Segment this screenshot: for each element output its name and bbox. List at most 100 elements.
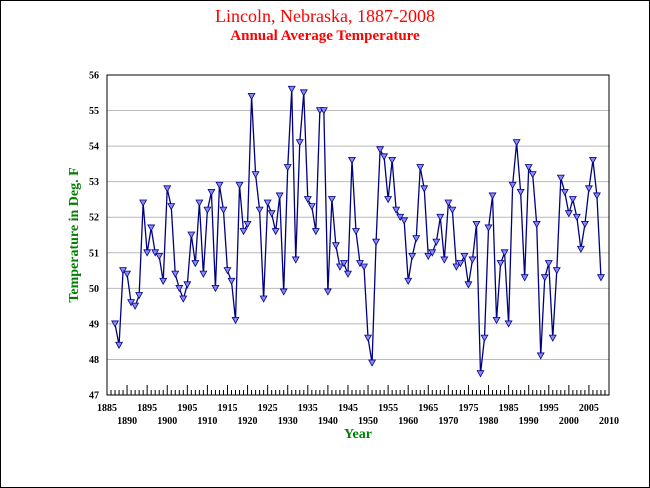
x-tick-label: 1970 — [438, 416, 458, 427]
data-point-marker — [235, 181, 244, 190]
data-point-marker — [508, 181, 517, 190]
data-point-marker — [580, 220, 589, 229]
x-tick-label: 2005 — [579, 403, 599, 414]
data-point-marker — [524, 164, 533, 172]
data-point-marker — [384, 196, 393, 204]
data-point-marker — [432, 238, 441, 246]
y-tick-label: 48 — [89, 355, 99, 366]
data-point-marker — [119, 267, 128, 275]
data-point-marker — [528, 171, 537, 179]
data-point-marker — [548, 334, 557, 342]
x-tick-label: 1960 — [398, 416, 418, 427]
data-point-marker — [348, 156, 356, 165]
data-point-marker — [392, 206, 401, 214]
x-axis-ticks: 1885 1895 1905 1915 1925 1935 1945 1955 1965 1975… — [97, 385, 619, 427]
data-point-marker — [536, 352, 545, 360]
data-point-marker — [404, 277, 413, 286]
data-point-marker — [380, 153, 389, 161]
x-tick-label: 1965 — [418, 403, 438, 414]
data-point-marker — [255, 206, 264, 214]
temperature-series — [111, 85, 605, 378]
data-point-marker — [219, 206, 228, 214]
grid-lines — [107, 110, 609, 360]
data-point-marker — [131, 302, 140, 310]
chart-subtitle: Annual Average Temperature — [230, 28, 420, 44]
data-point-marker — [440, 256, 449, 264]
data-point-marker — [151, 249, 160, 257]
data-point-marker — [456, 260, 465, 268]
data-point-marker — [564, 210, 573, 218]
x-tick-label: 1940 — [318, 416, 338, 427]
data-point-marker — [356, 260, 364, 268]
x-tick-label: 1975 — [458, 403, 478, 414]
data-point-marker — [512, 139, 521, 147]
data-point-marker — [279, 288, 288, 296]
data-point-marker — [343, 270, 352, 278]
x-tick-label: 1915 — [217, 403, 237, 414]
data-point-marker — [291, 256, 300, 264]
data-point-marker — [472, 220, 481, 229]
data-point-marker — [552, 267, 561, 275]
data-point-marker — [540, 274, 549, 282]
plot-area — [106, 74, 610, 396]
data-point-marker — [207, 188, 216, 197]
data-point-marker — [460, 252, 469, 261]
data-point-marker — [135, 292, 144, 300]
data-point-marker — [231, 316, 240, 325]
x-tick-label: 1930 — [278, 416, 298, 427]
data-point-marker — [267, 210, 276, 218]
y-tick-label: 54 — [89, 142, 99, 153]
data-point-marker — [436, 213, 445, 222]
x-tick-label: 1900 — [157, 416, 177, 427]
data-point-marker — [412, 235, 421, 243]
x-axis-title: Year — [344, 427, 372, 442]
data-point-marker — [408, 252, 417, 261]
x-tick-label: 1910 — [197, 416, 217, 427]
data-point-marker — [159, 277, 168, 286]
y-tick-label: 51 — [89, 248, 99, 259]
data-point-marker — [335, 263, 344, 271]
data-point-marker — [339, 260, 348, 268]
x-tick-label: 1985 — [499, 403, 519, 414]
data-point-marker — [299, 89, 308, 97]
data-point-marker — [364, 334, 373, 342]
y-axis-title: Temperature in Deg. F — [67, 167, 82, 302]
x-tick-label: 1955 — [378, 403, 398, 414]
data-point-marker — [352, 228, 360, 236]
x-tick-label: 2010 — [599, 416, 619, 427]
data-point-marker — [271, 228, 280, 236]
x-tick-label: 1935 — [298, 403, 318, 414]
data-point-marker — [139, 199, 148, 207]
data-point-marker — [215, 181, 224, 190]
data-point-marker — [488, 192, 497, 200]
data-point-marker — [283, 164, 292, 172]
data-point-marker — [464, 281, 473, 289]
data-point-marker — [368, 359, 377, 367]
data-point-marker — [572, 213, 581, 222]
data-point-marker — [223, 267, 232, 275]
data-point-marker — [596, 274, 605, 282]
data-point-marker — [243, 220, 252, 229]
data-point-marker — [424, 252, 433, 261]
y-tick-label: 50 — [89, 284, 99, 295]
x-tick-label: 1920 — [238, 416, 258, 427]
x-tick-label: 2000 — [559, 416, 579, 427]
x-tick-label: 1895 — [137, 403, 157, 414]
y-tick-label: 56 — [89, 71, 99, 82]
data-point-marker — [319, 107, 328, 115]
data-point-marker — [520, 274, 529, 282]
data-point-marker — [115, 341, 124, 350]
x-tick-label: 1995 — [539, 403, 559, 414]
data-point-marker — [360, 263, 368, 271]
x-tick-label: 1945 — [338, 403, 358, 414]
data-point-marker — [111, 320, 120, 328]
data-point-marker — [420, 185, 429, 193]
x-tick-label: 1980 — [479, 416, 499, 427]
data-point-marker — [251, 171, 260, 179]
data-point-marker — [476, 370, 485, 378]
data-point-marker — [500, 249, 509, 257]
data-point-marker — [388, 156, 397, 165]
series-line — [114, 89, 602, 374]
data-point-marker — [175, 284, 184, 293]
